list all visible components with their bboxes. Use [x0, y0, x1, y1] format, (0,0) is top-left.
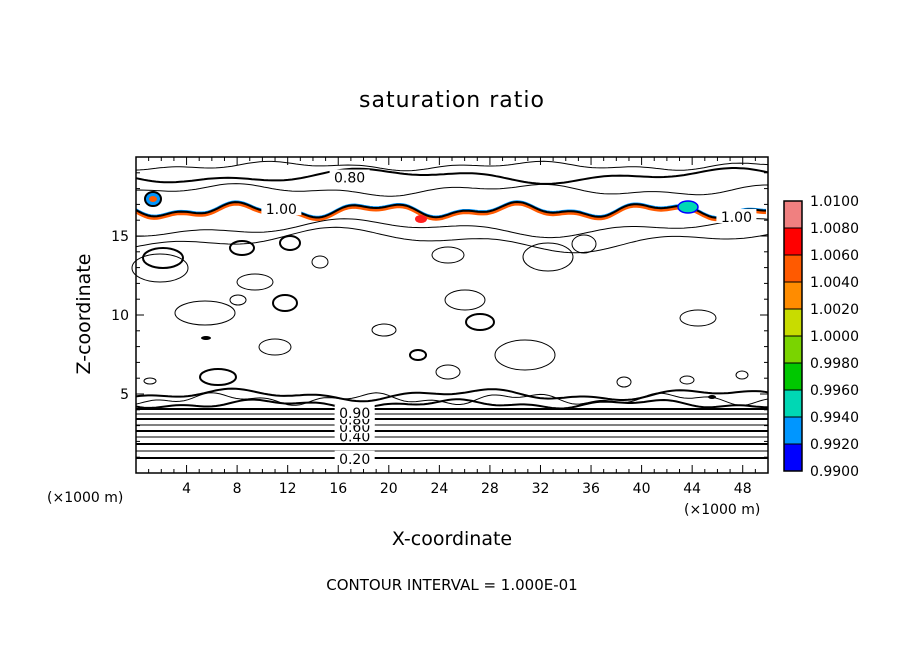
contour-cell [679, 309, 717, 327]
contour-cell [371, 323, 397, 337]
y-tick-label: 10 [111, 308, 129, 324]
contour-line [135, 160, 769, 172]
contour-cell [311, 255, 329, 269]
contour-cell [616, 376, 632, 388]
contour-cell [229, 240, 255, 256]
colorbar-label: 0.9940 [810, 410, 859, 426]
colorbar-swatch [784, 417, 802, 444]
colorbar-label: 0.9920 [810, 437, 859, 453]
colorbar-swatch [784, 363, 802, 390]
x-tick-label: 36 [582, 481, 600, 497]
contour-label-bg [261, 201, 302, 216]
contour-label: 0.90 [339, 406, 370, 422]
supersaturated-cell [415, 215, 427, 223]
contour-cell [494, 339, 556, 371]
colorbar: 1.0100 1.0080 1.0060 1.0040 1.0020 1.0000 0.99… [783, 194, 859, 480]
contour-cell [236, 273, 274, 291]
x-unit-left: (×1000 m) [47, 490, 124, 506]
contour-interval-note: CONTOUR INTERVAL = 1.000E-01 [326, 576, 578, 594]
contour-line [135, 398, 768, 410]
contour-cell [131, 253, 189, 283]
colorbar-label: 1.0000 [810, 329, 859, 345]
colorbar-swatch [784, 282, 802, 309]
contour-label: 0.20 [339, 452, 370, 468]
contour-cell [522, 242, 574, 272]
colorbar-label: 1.0020 [810, 302, 859, 318]
contour-line [135, 183, 768, 197]
x-tick-label: 28 [481, 481, 499, 497]
contour-label-bg [329, 169, 370, 184]
colorbar-swatch [784, 336, 802, 363]
colorbar-label: 1.0100 [810, 194, 859, 210]
contour-cell [199, 368, 237, 386]
x-tick-label: 8 [233, 481, 242, 497]
colorbar-label: 0.9960 [810, 383, 859, 399]
contour-cell [735, 370, 749, 380]
colorbar-swatch [784, 255, 802, 282]
contour-labels: 0.801.00 1.000.200.400.600.800.90 [261, 169, 757, 468]
y-tick-label: 15 [111, 229, 129, 245]
contour-cell [435, 364, 461, 380]
contour-cell [679, 375, 695, 385]
contour-label-bg [334, 404, 375, 419]
colorbar-swatch [784, 309, 802, 336]
colorbar-label: 1.0060 [810, 248, 859, 264]
contour-cell [142, 247, 184, 269]
contour-cell [465, 313, 495, 331]
contour-cell [229, 294, 247, 306]
colorbar-swatch [784, 228, 802, 255]
supersaturated-core [149, 196, 157, 202]
contour-cell [708, 395, 716, 399]
colorbar-swatch [784, 390, 802, 417]
contour-line [135, 167, 769, 185]
contour-label-bg [716, 209, 757, 224]
contour-line [135, 387, 769, 403]
x-tick-label: 4 [182, 481, 191, 497]
supersaturated-cell [677, 200, 699, 214]
y-axis-label: Z-coordinate [73, 253, 95, 375]
colorbar-frame [783, 200, 803, 472]
x-tick-label: 48 [734, 481, 752, 497]
contour-cell [431, 246, 465, 264]
x-tick-label: 24 [430, 481, 448, 497]
colorbar-label: 0.9900 [810, 464, 859, 480]
colorbar-swatch [784, 444, 802, 471]
contour-cell [272, 294, 298, 312]
colorbar-swatch [784, 201, 802, 228]
saturation-contour [135, 200, 767, 219]
x-tick-label: 44 [683, 481, 701, 497]
contour-cell [409, 349, 427, 361]
x-axis-label: X-coordinate [391, 528, 513, 550]
supersaturation-band [135, 202, 767, 222]
contour-cell [279, 235, 301, 251]
x-tick-label: 40 [633, 481, 651, 497]
colorbar-label: 0.9980 [810, 356, 859, 372]
contour-label: 1.00 [721, 210, 752, 226]
contour-label-bg [334, 450, 375, 465]
x-tick-label: 20 [380, 481, 398, 497]
contour-label: 0.40 [339, 430, 370, 446]
x-tick-label: 12 [279, 481, 297, 497]
colorbar-label: 1.0040 [810, 275, 859, 291]
contour-label: 1.00 [266, 202, 297, 218]
contour-cell [444, 289, 486, 311]
contour-cell [174, 300, 236, 326]
contour-cell [143, 377, 157, 385]
contour-cell [258, 338, 292, 356]
colorbar-label: 1.0080 [810, 221, 859, 237]
contour-cell [571, 234, 597, 254]
x-unit-right: (×1000 m) [684, 502, 761, 518]
chart-title: saturation ratio [359, 88, 545, 113]
contour-lines [131, 160, 769, 459]
contour-label: 0.80 [334, 171, 365, 187]
contour-line [136, 218, 769, 239]
contour-line [135, 392, 769, 406]
contour-cell [201, 336, 211, 340]
x-tick-label: 16 [329, 481, 347, 497]
y-tick-label: 5 [120, 387, 129, 403]
contour-line [135, 226, 769, 254]
x-tick-label: 32 [532, 481, 550, 497]
